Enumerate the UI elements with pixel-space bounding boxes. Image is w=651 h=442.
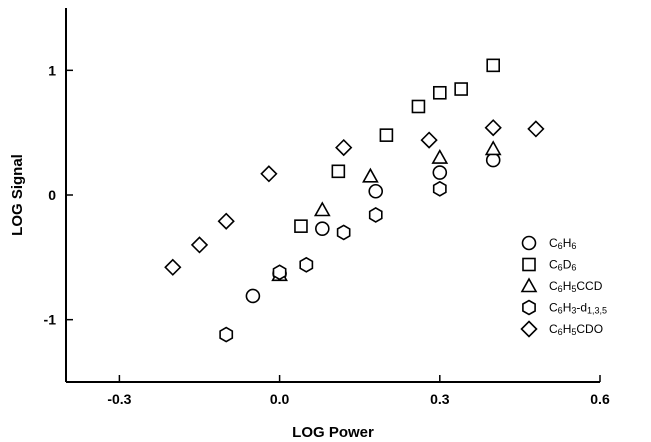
data-point-diamond <box>190 236 209 254</box>
data-point-hexagon <box>336 224 351 241</box>
legend-marker-square <box>522 257 536 272</box>
data-point-diamond <box>164 258 182 276</box>
data-point-diamond <box>335 138 353 157</box>
legend-marker-triangle <box>520 277 538 293</box>
x-axis-title: LOG Power <box>292 424 374 441</box>
data-point-triangle <box>484 140 502 156</box>
data-point-triangle <box>431 148 449 164</box>
data-point-diamond <box>484 119 502 137</box>
legend: C6H6 C6D6 C6H5CCD C6H3-d1,3,5 C6H5CDO <box>520 235 607 338</box>
data-point-hexagon <box>432 180 447 197</box>
data-point-circle <box>432 165 448 180</box>
x-tick-label: -0.3 <box>107 391 131 407</box>
data-point-circle <box>245 288 261 304</box>
x-tick-label: 0.0 <box>270 391 290 407</box>
series-diamond <box>164 119 545 276</box>
data-point-triangle <box>362 167 379 183</box>
data-point-hexagon <box>368 206 383 223</box>
data-point-circle <box>485 152 501 168</box>
y-tick-label: 0 <box>48 187 56 203</box>
data-point-square <box>379 128 394 142</box>
legend-label: C6H5CDO <box>549 322 603 337</box>
data-point-square <box>432 85 447 100</box>
series-hexagon <box>219 180 447 343</box>
data-point-hexagon <box>299 256 314 273</box>
data-point-diamond <box>260 165 278 183</box>
x-tick-label: 0.3 <box>430 391 450 407</box>
legend-label: C6H3-d1,3,5 <box>549 301 607 316</box>
y-tick-label: 1 <box>48 62 56 78</box>
data-point-circle <box>315 221 330 236</box>
legend-label: C6H6 <box>549 236 576 251</box>
legend-label: C6D6 <box>549 258 576 273</box>
data-point-hexagon <box>272 264 287 281</box>
data-point-hexagon <box>219 326 234 343</box>
legend-label: C6H5CCD <box>549 279 603 294</box>
data-point-square <box>454 82 468 96</box>
data-point-diamond <box>217 212 235 230</box>
data-point-square <box>411 99 426 114</box>
legend-marker-circle <box>521 235 537 251</box>
data-point-square <box>294 219 308 233</box>
data-point-circle <box>368 183 384 199</box>
data-point-square <box>486 58 501 73</box>
legend-marker-diamond <box>520 320 538 338</box>
data-point-diamond <box>527 120 545 138</box>
y-axis-title: LOG Signal <box>9 154 26 236</box>
data-point-diamond <box>420 131 438 149</box>
data-point-triangle <box>313 201 331 217</box>
y-tick-label: -1 <box>44 312 57 328</box>
legend-marker-hexagon <box>522 299 536 316</box>
series-square <box>294 58 501 233</box>
data-point-square <box>331 164 346 179</box>
x-tick-label: 0.6 <box>590 391 610 407</box>
